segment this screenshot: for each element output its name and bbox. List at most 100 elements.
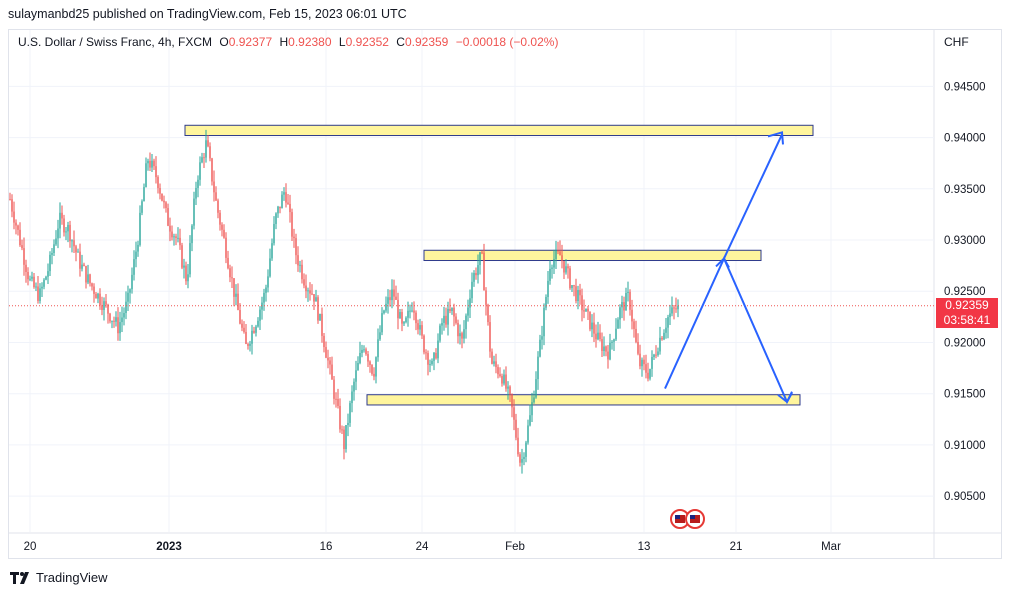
candle-body	[157, 177, 159, 189]
symbol-title[interactable]: U.S. Dollar / Swiss Franc, 4h, FXCM	[18, 35, 213, 49]
price-tick-label: 0.92000	[944, 337, 986, 349]
price-tick-label: 0.94000	[944, 133, 986, 145]
candle-body	[561, 255, 563, 261]
event-flags[interactable]	[670, 509, 705, 529]
candle-body	[213, 181, 215, 193]
candle-body	[197, 179, 199, 188]
candle-body	[65, 231, 67, 233]
arrowhead	[767, 131, 784, 145]
candle-body	[257, 320, 259, 327]
candle-body	[597, 332, 599, 340]
candle-body	[391, 289, 393, 301]
candle-body	[55, 238, 57, 245]
candle-body	[499, 374, 501, 376]
candle-body	[233, 278, 235, 297]
candle-body	[25, 264, 27, 273]
tradingview-logo[interactable]: TradingView	[10, 570, 108, 585]
candle-body	[475, 273, 477, 276]
candle-body	[575, 286, 577, 302]
candle-body	[385, 303, 387, 311]
candle-body	[439, 325, 441, 341]
price-tick-label: 0.93500	[944, 184, 986, 196]
candle-body	[449, 308, 451, 311]
candle-body	[563, 260, 565, 273]
candle-body	[81, 264, 83, 269]
candle-body	[543, 307, 545, 337]
time-tick-label: 2023	[156, 541, 182, 553]
candle-body	[479, 252, 481, 266]
candle-body	[627, 291, 629, 293]
candle-body	[105, 301, 107, 305]
candle-body	[51, 253, 53, 255]
price-tick-label: 0.92500	[944, 286, 986, 298]
candle-body	[129, 289, 131, 293]
candle-body	[573, 285, 575, 287]
price-zone	[366, 394, 801, 406]
candle-body	[633, 321, 635, 329]
candle-body	[229, 268, 231, 278]
candle-body	[259, 309, 261, 321]
candle-body	[245, 331, 247, 345]
candle-body	[487, 304, 489, 323]
price-tick-label: 0.91000	[944, 440, 986, 452]
candle-body	[401, 312, 403, 324]
candle-body	[533, 397, 535, 403]
candle-body	[611, 341, 613, 343]
candle-body	[165, 202, 167, 209]
candle-body	[277, 206, 279, 214]
chart-frame	[8, 29, 1002, 559]
candle-body	[39, 288, 41, 301]
candle-body	[511, 393, 513, 408]
candle-body	[635, 328, 637, 342]
candle-body	[13, 211, 15, 223]
time-axis[interactable]: 20 2023 16 24 Feb 13 21 Mar	[24, 541, 841, 553]
candle-body	[297, 255, 299, 266]
candle-body	[87, 274, 89, 283]
candle-body	[419, 325, 421, 330]
candle-body	[365, 349, 367, 355]
candle-body	[67, 224, 69, 232]
tradingview-logo-icon	[10, 571, 29, 584]
candle-body	[263, 292, 265, 303]
candle-body	[177, 237, 179, 239]
candle-body	[125, 301, 127, 313]
candle-body	[265, 287, 267, 293]
last-price-tag: 0.92359 03:58:41	[936, 297, 998, 328]
candle-body	[291, 212, 293, 237]
arrowhead	[777, 392, 793, 404]
candle-body	[187, 274, 189, 282]
candle-body	[119, 322, 121, 334]
candle-body	[215, 192, 217, 201]
candle-body	[655, 354, 657, 356]
candle-body	[571, 285, 573, 289]
candle-body	[645, 364, 647, 373]
candle-body	[183, 265, 185, 268]
candle-body	[301, 264, 303, 280]
candle-body	[251, 330, 253, 344]
candle-body	[425, 352, 427, 354]
candle-body	[493, 361, 495, 364]
candle-body	[369, 361, 371, 365]
time-tick-label: 24	[416, 541, 429, 553]
price-axis[interactable]: 0.94500 0.94000 0.93500 0.93000 0.92500 0.920…	[944, 81, 986, 503]
price-tick-label: 0.90500	[944, 491, 986, 503]
candle-body	[579, 289, 581, 296]
candle-body	[663, 332, 665, 340]
candle-body	[505, 374, 507, 389]
candle-body	[117, 317, 119, 334]
candle-body	[371, 364, 373, 374]
candle-body	[161, 193, 163, 201]
candle-body	[253, 330, 255, 333]
candle-body	[599, 332, 601, 340]
candle-body	[19, 229, 21, 246]
candle-body	[549, 268, 551, 281]
candle-body	[583, 310, 585, 312]
candle-body	[569, 268, 571, 289]
candle-body	[163, 200, 165, 203]
candle-body	[373, 373, 375, 377]
candle-body	[131, 274, 133, 290]
candle-body	[31, 276, 33, 279]
candle-body	[547, 280, 549, 298]
candle-body	[659, 337, 661, 352]
